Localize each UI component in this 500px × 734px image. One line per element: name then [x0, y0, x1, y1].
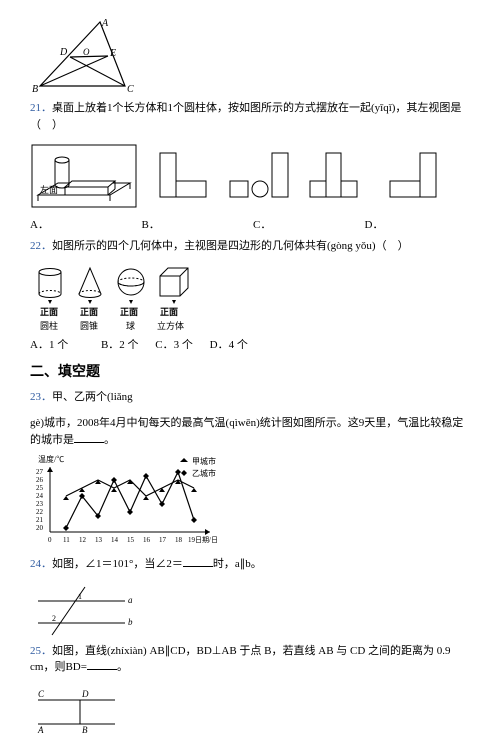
- q25-blank: [87, 659, 117, 670]
- svg-text:15: 15: [127, 536, 135, 544]
- q24: 24．如图，∠1＝101°，当∠2＝ 时，a∥b。: [30, 556, 470, 573]
- q24-num: 24．: [30, 558, 52, 570]
- choice-A: A．1 个: [30, 339, 68, 351]
- svg-text:19日期/日: 19日期/日: [188, 536, 218, 544]
- choice-D: D．4 个: [210, 339, 248, 351]
- svg-text:21: 21: [36, 516, 44, 524]
- label-C: C: [127, 84, 134, 95]
- q21-choices: A． B． C． D．: [30, 217, 470, 234]
- q25-num: 25．: [30, 645, 52, 657]
- q21-figure: 左面: [30, 143, 470, 213]
- label-D: D: [59, 47, 68, 58]
- svg-text:16: 16: [143, 536, 151, 544]
- svg-text:26: 26: [36, 476, 44, 484]
- q23: 23．甲、乙两个(liǎng: [30, 389, 470, 406]
- q21-num: 21．: [30, 102, 52, 114]
- svg-text:27: 27: [36, 468, 44, 476]
- q21: 21．桌面上放着1个长方体和1个圆柱体，按如图所示的方式摆放在一起(yīqǐ)，…: [30, 100, 470, 133]
- svg-text:23: 23: [36, 500, 44, 508]
- q25: 25．如图，直线(zhíxiàn) AB∥CD，BD⊥AB 于点 B，若直线 A…: [30, 643, 470, 676]
- q22-labels-top: 正面 正面 正面 正面: [40, 306, 470, 320]
- q22-figure: 正面 正面 正面 正面 圆柱 圆锥 球 立方体: [30, 264, 470, 333]
- svg-text:D: D: [81, 689, 89, 699]
- q22-text: 如图所示的四个几何体中，主视图是四边形的几何体共有(gòng yǒu)（ ）: [52, 240, 409, 252]
- svg-text:18: 18: [175, 536, 183, 544]
- q22-num: 22．: [30, 240, 52, 252]
- svg-text:甲城市: 甲城市: [192, 456, 216, 466]
- svg-text:13: 13: [95, 536, 103, 544]
- svg-text:22: 22: [36, 508, 44, 516]
- temperature-chart: 温度/℃ 202122 232425 2627 0 111213 141516 …: [30, 452, 240, 552]
- parallel-lines-1: a b 1 2: [30, 583, 140, 639]
- choice-A: A．: [30, 217, 136, 234]
- triangle-diagram: A B C D E O: [30, 16, 140, 96]
- svg-text:0: 0: [48, 536, 52, 544]
- svg-text:2: 2: [52, 614, 56, 623]
- q21-text: 桌面上放着1个长方体和1个圆柱体，按如图所示的方式摆放在一起(yīqǐ)，其左视…: [30, 102, 461, 131]
- q20-figure: A B C D E O: [30, 16, 470, 96]
- q23-chart: 温度/℃ 202122 232425 2627 0 111213 141516 …: [30, 452, 470, 552]
- svg-text:b: b: [128, 617, 133, 627]
- svg-text:C: C: [38, 689, 45, 699]
- label-E: E: [109, 48, 116, 59]
- svg-text:左面: 左面: [40, 184, 58, 195]
- choice-C: C．3 个: [155, 339, 193, 351]
- svg-text:11: 11: [63, 536, 70, 544]
- q23-t3: 。: [104, 434, 115, 446]
- choice-B: B．2 个: [101, 339, 139, 351]
- svg-text:17: 17: [159, 536, 167, 544]
- choice-D: D．: [365, 217, 471, 234]
- q23-t2-wrap: gè)城市，2008年4月中旬每天的最高气温(qìwēn)统计图如图所示。这9天…: [30, 415, 470, 448]
- parallel-lines-2: C D A B: [30, 686, 130, 734]
- choice-B: B．: [142, 217, 248, 234]
- svg-text:B: B: [82, 725, 88, 734]
- label-B: B: [32, 84, 38, 95]
- q24-t2: 时，a∥b。: [213, 558, 262, 570]
- svg-text:14: 14: [111, 536, 119, 544]
- svg-text:乙城市: 乙城市: [192, 468, 216, 478]
- section-2-title: 二、填空题: [30, 362, 470, 383]
- svg-text:1: 1: [78, 592, 82, 601]
- svg-text:a: a: [128, 595, 133, 605]
- q23-num: 23．: [30, 391, 52, 403]
- svg-text:温度/℃: 温度/℃: [38, 454, 64, 464]
- q22: 22．如图所示的四个几何体中，主视图是四边形的几何体共有(gòng yǒu)（ …: [30, 238, 470, 255]
- choice-C: C．: [253, 217, 359, 234]
- q23-t1: 甲、乙两个(liǎng: [52, 391, 133, 403]
- svg-text:A: A: [37, 725, 44, 734]
- q24-t1: 如图，∠1＝101°，当∠2＝: [52, 558, 183, 570]
- q22-solids: [30, 264, 210, 304]
- svg-text:12: 12: [79, 536, 87, 544]
- q25-figure: C D A B: [30, 686, 470, 734]
- q23-blank: [74, 432, 104, 443]
- q22-labels-bot: 圆柱 圆锥 球 立方体: [40, 320, 470, 334]
- q24-figure: a b 1 2: [30, 583, 470, 639]
- svg-text:24: 24: [36, 492, 44, 500]
- label-A: A: [101, 18, 109, 29]
- svg-text:25: 25: [36, 484, 44, 492]
- q25-t2: 。: [117, 661, 128, 673]
- q22-choices: A．1 个 B．2 个 C．3 个 D．4 个: [30, 337, 470, 354]
- label-O: O: [83, 47, 90, 57]
- q21-shapes: 左面: [30, 143, 460, 213]
- q24-blank: [183, 556, 213, 567]
- svg-text:20: 20: [36, 524, 44, 532]
